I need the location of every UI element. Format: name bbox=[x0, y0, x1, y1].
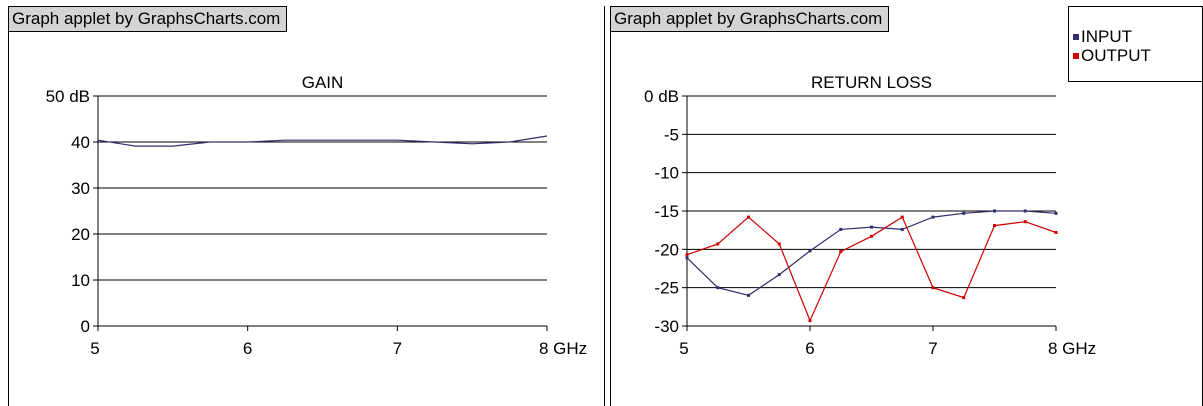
y-tick-label: -5 bbox=[664, 125, 679, 144]
chart-title: GAIN bbox=[302, 73, 344, 92]
data-point bbox=[808, 249, 812, 253]
x-tick-label: 7 bbox=[928, 339, 937, 358]
data-point bbox=[747, 215, 750, 219]
x-tick-label: 6 bbox=[243, 339, 252, 358]
return-loss-chart-panel: Graph applet by GraphsCharts.com RETURN … bbox=[610, 6, 1203, 406]
series-line bbox=[686, 216, 1057, 323]
legend-item-input: INPUT bbox=[1073, 27, 1202, 46]
x-tick-label: 5 bbox=[90, 339, 99, 358]
data-point bbox=[1023, 220, 1027, 224]
data-point bbox=[931, 215, 935, 219]
data-point bbox=[716, 286, 720, 290]
x-tick-label: 5 bbox=[679, 339, 688, 358]
data-point bbox=[685, 256, 689, 260]
y-tick-label: 50 dB bbox=[46, 87, 90, 106]
x-tick-label: 8 GHz bbox=[539, 339, 587, 358]
data-point bbox=[1054, 211, 1058, 215]
y-tick-label: 30 bbox=[71, 179, 90, 198]
x-tick-label: 6 bbox=[805, 339, 814, 358]
data-point bbox=[1054, 230, 1058, 234]
gain-chart-panel: Graph applet by GraphsCharts.com GAIN 0 10… bbox=[8, 6, 605, 406]
data-point bbox=[962, 296, 966, 300]
credit-label: Graph applet by GraphsCharts.com bbox=[611, 6, 890, 32]
series-line bbox=[686, 210, 1057, 296]
data-point bbox=[900, 227, 904, 231]
y-tick-label: -20 bbox=[654, 240, 679, 259]
data-point bbox=[1023, 209, 1027, 213]
data-point bbox=[716, 242, 720, 246]
y-tick-label: 0 dB bbox=[644, 87, 679, 106]
data-point bbox=[900, 215, 904, 219]
x-tick-label: 8 GHz bbox=[1048, 339, 1096, 358]
data-point bbox=[839, 250, 843, 254]
chart-title: RETURN LOSS bbox=[811, 73, 932, 92]
y-tick-label: 0 bbox=[81, 317, 90, 336]
data-point bbox=[962, 211, 966, 215]
data-point bbox=[808, 319, 812, 323]
y-tick-label: -30 bbox=[654, 317, 679, 336]
y-tick-label: -15 bbox=[654, 202, 679, 221]
gain-chart-svg: GAIN 0 10 20 30 40 50 dB 5 6 7 8 GHz bbox=[46, 73, 588, 358]
legend-label: INPUT bbox=[1081, 27, 1132, 46]
series-line bbox=[97, 135, 548, 147]
legend-label: OUTPUT bbox=[1081, 46, 1151, 65]
return-loss-chart-svg: RETURN LOSS 0 dB -5 -10 -15 -20 -25 -305 6 7 8 GHz bbox=[644, 73, 1096, 358]
y-tick-label: 10 bbox=[71, 271, 90, 290]
y-tick-label: 40 bbox=[71, 133, 90, 152]
data-point bbox=[839, 227, 843, 231]
data-point bbox=[993, 209, 996, 213]
data-point bbox=[747, 293, 750, 297]
data-point bbox=[685, 253, 689, 257]
data-point bbox=[870, 234, 873, 238]
credit-label: Graph applet by GraphsCharts.com bbox=[9, 6, 288, 32]
y-tick-label: -25 bbox=[654, 279, 679, 298]
legend: INPUT OUTPUT bbox=[1068, 6, 1203, 82]
data-point bbox=[993, 224, 996, 228]
x-tick-label: 7 bbox=[393, 339, 402, 358]
data-point bbox=[777, 242, 781, 246]
data-point bbox=[870, 225, 873, 229]
y-tick-label: 20 bbox=[71, 225, 90, 244]
legend-swatch bbox=[1073, 53, 1079, 59]
legend-item-output: OUTPUT bbox=[1073, 46, 1202, 65]
legend-swatch bbox=[1073, 34, 1079, 40]
data-point bbox=[931, 286, 935, 290]
y-tick-label: -10 bbox=[654, 164, 679, 183]
data-point bbox=[777, 273, 781, 277]
